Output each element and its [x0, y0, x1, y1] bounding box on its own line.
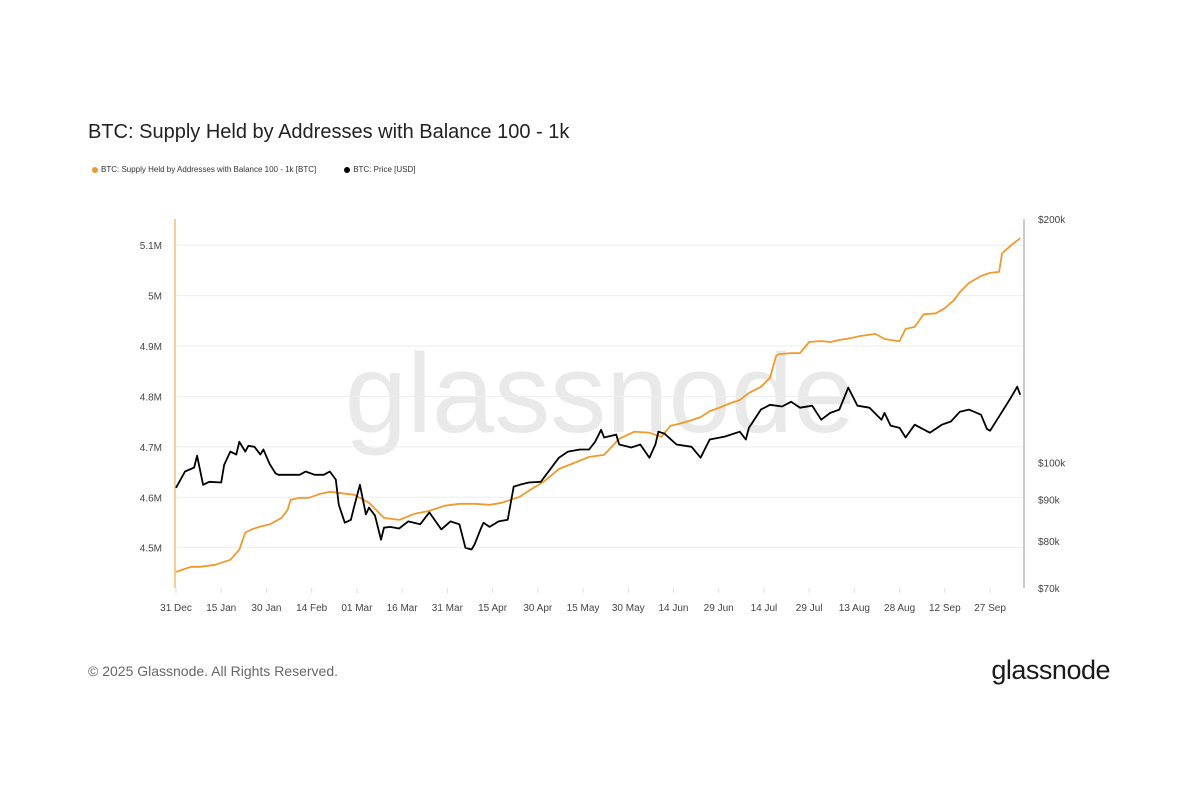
right-tick-label: $200k [1038, 215, 1066, 226]
x-tick-label: 29 Jun [704, 603, 734, 614]
left-tick-label: 4.9M [140, 342, 162, 353]
supply-line [175, 237, 1021, 573]
legend-label-price: BTC: Price [USD] [353, 165, 416, 174]
left-tick-label: 5M [148, 292, 162, 303]
left-tick-label: 4.7M [140, 443, 162, 454]
x-tick-label: 14 Feb [296, 603, 328, 614]
left-tick-label: 4.6M [140, 493, 162, 504]
glassnode-logo[interactable]: glassnode [991, 655, 1110, 685]
right-tick-label: $90k [1038, 496, 1061, 507]
copyright-footer: © 2025 Glassnode. All Rights Reserved. [88, 663, 339, 679]
x-tick-label: 28 Aug [884, 603, 915, 614]
x-tick-label: 30 Apr [523, 603, 553, 614]
x-tick-label: 31 Mar [432, 603, 464, 614]
left-tick-label: 5.1M [140, 241, 162, 252]
watermark: glassnode [345, 331, 856, 456]
legend: BTC: Supply Held by Addresses with Balan… [92, 165, 415, 174]
x-tick-label: 30 Jan [251, 603, 281, 614]
x-tick-label: 12 Sep [929, 603, 961, 614]
legend-dot-supply [92, 166, 98, 173]
x-tick-label: 31 Dec [160, 603, 192, 614]
x-tick-label: 01 Mar [341, 603, 373, 614]
x-tick-label: 27 Sep [974, 603, 1006, 614]
x-tick-label: 15 Jan [206, 603, 236, 614]
legend-item-supply[interactable]: BTC: Supply Held by Addresses with Balan… [92, 165, 316, 174]
x-tick-label: 16 Mar [387, 603, 419, 614]
x-tick-label: 15 Apr [478, 603, 508, 614]
x-tick-label: 13 Aug [839, 603, 870, 614]
legend-label-supply: BTC: Supply Held by Addresses with Balan… [101, 165, 317, 174]
x-tick-label: 14 Jul [751, 603, 778, 614]
x-tick-label: 29 Jul [796, 603, 823, 614]
x-tick-label: 15 May [567, 603, 600, 614]
legend-item-price[interactable]: BTC: Price [USD] [344, 165, 415, 174]
chart-title: BTC: Supply Held by Addresses with Balan… [88, 121, 570, 143]
left-tick-label: 4.5M [140, 544, 162, 555]
x-tick-label: 30 May [612, 603, 645, 614]
legend-dot-price [344, 166, 351, 173]
right-tick-label: $70k [1038, 584, 1061, 595]
right-tick-label: $100k [1038, 459, 1066, 470]
right-tick-label: $80k [1038, 537, 1061, 548]
x-tick-label: 14 Jun [658, 603, 688, 614]
price-line [175, 385, 1022, 551]
left-tick-label: 4.8M [140, 392, 162, 403]
